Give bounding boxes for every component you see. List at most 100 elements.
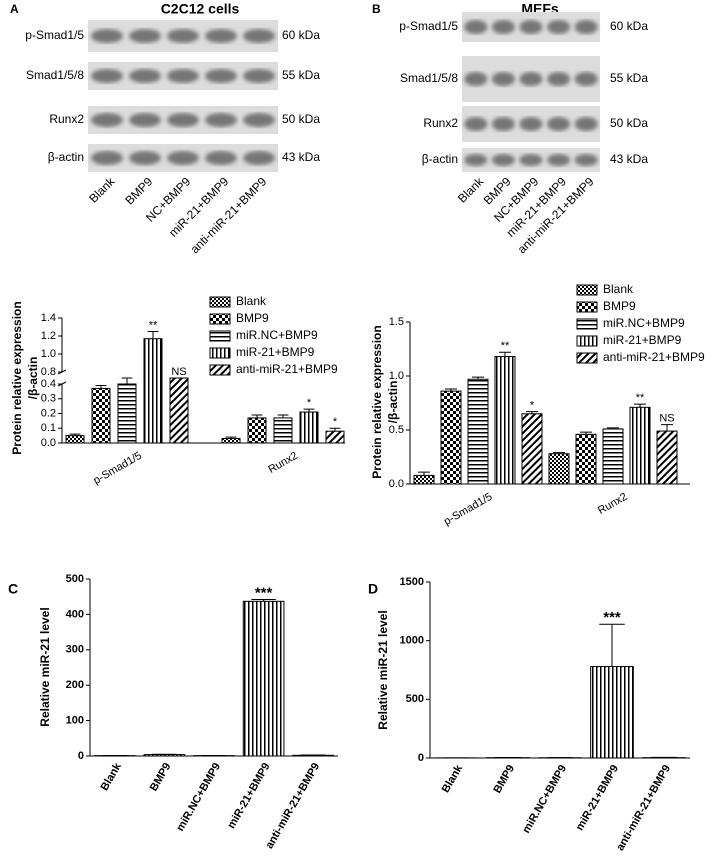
blot-band [547,154,571,166]
legend-label: miR-21+BMP9 [603,333,682,347]
blot-size-label: 50 kDa [610,116,648,130]
y-tick-label: 100 [66,715,84,727]
x-tick-label: miR.NC+BMP9 [520,763,569,835]
blot-band [129,29,161,43]
blot-title: C2C12 cells [161,1,240,17]
y-tick-label: 0 [78,750,84,762]
blot-band [167,69,199,83]
error-bar [445,388,457,392]
legend-swatch [576,335,598,347]
blot-band [491,20,515,34]
error-bar [607,427,619,429]
error-bar [277,414,289,418]
blot-row-label: p-Smad1/5 [399,19,458,33]
panel-letter: B [372,2,381,16]
lane-label: Blank [86,174,118,206]
blot-band [129,113,161,127]
x-tick-label: anti-miR-21+BMP9 [614,763,673,853]
bar [602,428,624,485]
blot-size-label: 55 kDa [610,71,648,85]
significance: NS [171,366,186,378]
y-tick-label: 0.0 [389,478,404,490]
bar [521,413,543,485]
blot-row-label: Runx2 [49,112,84,126]
blot-band [205,151,237,165]
blot-band [491,154,515,166]
x-tick-label: p-Smad1/5 [91,450,144,487]
bar [656,430,678,485]
y-tick-label: 1.2 [41,330,56,342]
significance: ** [636,392,645,404]
blot-band [464,154,488,166]
significance: * [530,400,535,412]
blot-row-label: p-Smad1/5 [25,28,84,42]
x-tick-label: miR-21+BMP9 [574,763,621,833]
blot-size-label: 43 kDa [610,152,648,166]
error-bar [303,408,315,413]
legend-label: anti-miR-21+BMP9 [603,350,705,364]
legend-swatch [209,296,231,308]
error-bar [329,427,341,432]
panel-letter: A [10,2,19,16]
y-tick-label: 300 [66,644,84,656]
y-tick-label: 1.5 [389,316,404,328]
blot-size-label: 60 kDa [282,28,320,42]
bar [273,417,293,444]
y-tick-label: 0.1 [41,422,56,434]
blot-band [243,113,275,127]
x-tick-label: Runx2 [596,491,630,517]
legend-swatch [576,352,598,364]
blot-band [547,72,571,86]
legend-swatch [209,347,231,359]
blot-band [519,20,543,34]
bar [299,411,319,444]
legend-label: miR.NC+BMP9 [603,316,685,330]
legend-swatch [209,330,231,342]
bar [117,383,137,444]
y-tick-label: 0.4 [41,378,56,390]
blot-band [574,20,598,34]
y-tick-label: 0.5 [389,424,404,436]
blot-band [574,117,598,131]
blot-band [491,117,515,131]
blot-band [491,72,515,86]
error-bar [95,384,107,389]
x-tick-label: Blank [99,760,125,793]
blot-size-label: 43 kDa [282,150,320,164]
y-tick-label: 0.8 [41,366,56,378]
y-tick-label: 1.0 [41,348,56,360]
blot-size-label: 60 kDa [610,19,648,33]
legend-swatch [209,364,231,376]
panel-letter: C [8,581,18,597]
y-tick-label: 0 [418,752,424,764]
x-tick-label: anti-miR-21+BMP9 [263,761,322,851]
bar [548,453,570,485]
legend-label: BMP9 [603,299,636,313]
significance: *** [603,609,621,626]
error-bar [499,351,511,357]
y-axis-label: Protein relative expression [10,301,24,454]
bar [143,338,163,444]
y-tick-label: 500 [406,693,424,705]
blot-band [519,154,543,166]
blot-band [205,69,237,83]
y-tick-label: 400 [66,608,84,620]
bar [494,356,516,485]
significance: ** [149,319,158,331]
error-bar [251,414,263,418]
legend-swatch [576,318,598,330]
bar [440,390,462,485]
blot-band [464,117,488,131]
significance: * [307,397,312,409]
legend-label: miR-21+BMP9 [236,345,315,359]
bar [65,435,85,444]
lane-label: BMP9 [122,174,155,207]
bar [467,378,489,485]
legend-label: miR.NC+BMP9 [236,328,318,342]
y-tick-label: 1.0 [389,370,404,382]
y-axis-label: Protein relative expression [370,325,384,478]
blot-row-label: Smad1/5/8 [26,68,84,82]
y-axis-label: Relative miR-21 level [38,607,52,726]
error-bar [661,424,673,432]
error-bar [418,471,430,476]
